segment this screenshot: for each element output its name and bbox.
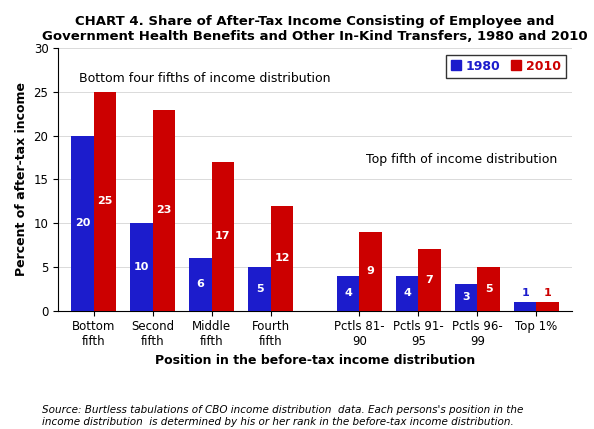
Text: 12: 12	[274, 253, 290, 263]
Bar	[271, 205, 293, 311]
Text: 4: 4	[344, 288, 352, 298]
Text: 4: 4	[403, 288, 411, 298]
Bar	[337, 275, 359, 311]
Text: 5: 5	[485, 284, 492, 294]
Bar	[153, 109, 175, 311]
Bar	[248, 267, 271, 311]
Y-axis label: Percent of after-tax income: Percent of after-tax income	[15, 82, 28, 276]
Text: 23: 23	[156, 205, 172, 215]
Text: 1: 1	[544, 288, 552, 298]
Legend: 1980, 2010: 1980, 2010	[446, 54, 565, 78]
Text: 5: 5	[255, 284, 263, 294]
Text: 6: 6	[197, 279, 204, 289]
Title: CHART 4. Share of After-Tax Income Consisting of Employee and
Government Health : CHART 4. Share of After-Tax Income Consi…	[42, 15, 588, 43]
Text: Source: Burtless tabulations of CBO income distribution  data. Each persons's po: Source: Burtless tabulations of CBO inco…	[42, 405, 523, 427]
Bar	[189, 258, 211, 311]
Bar	[418, 249, 441, 311]
Bar	[536, 302, 559, 311]
Bar	[71, 136, 94, 311]
Bar	[130, 223, 153, 311]
Bar	[455, 284, 478, 311]
Text: Bottom four fifths of income distribution: Bottom four fifths of income distributio…	[78, 72, 330, 85]
Bar	[94, 92, 116, 311]
Text: Top fifth of income distribution: Top fifth of income distribution	[366, 153, 558, 166]
Bar	[359, 232, 382, 311]
Text: 9: 9	[366, 266, 374, 276]
Bar	[211, 162, 234, 311]
Bar	[514, 302, 536, 311]
X-axis label: Position in the before-tax income distribution: Position in the before-tax income distri…	[155, 354, 475, 367]
Text: 7: 7	[426, 275, 434, 285]
Text: 25: 25	[97, 196, 112, 206]
Bar	[478, 267, 500, 311]
Text: 1: 1	[522, 288, 529, 298]
Text: 3: 3	[462, 293, 470, 302]
Text: 17: 17	[215, 231, 230, 241]
Text: 20: 20	[75, 218, 90, 228]
Bar	[396, 275, 418, 311]
Text: 10: 10	[134, 262, 149, 272]
